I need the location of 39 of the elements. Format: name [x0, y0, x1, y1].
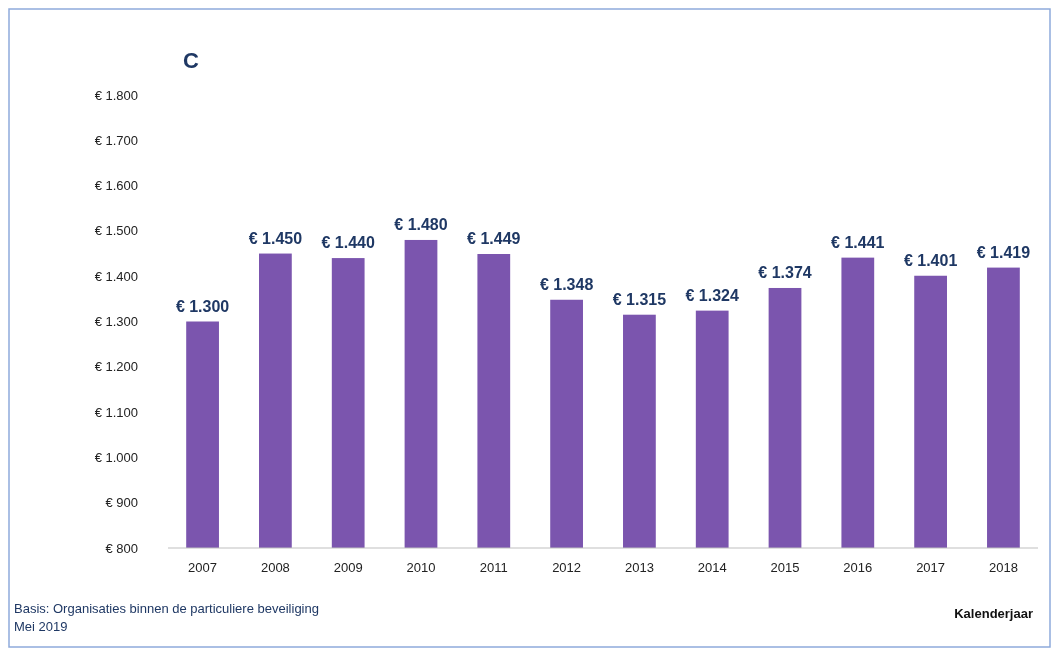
text: Mei 2019: [14, 619, 68, 634]
data-label: € 1.450: [248, 229, 303, 247]
text: Basis: Organisaties binnen de particuliere beveiliging: [14, 601, 319, 616]
y-tick-label: € 1.700: [94, 132, 138, 148]
x-tick-label: 2016: [843, 560, 873, 575]
y-tick-label: € 800: [105, 540, 138, 556]
x-tick-label: 2014: [697, 560, 727, 575]
x-tick-label: 2007: [188, 560, 218, 575]
data-label: € 1.441: [831, 233, 885, 251]
data-label: € 1.315: [612, 290, 667, 308]
y-tick-label: € 1.100: [94, 404, 138, 420]
y-tick-label: € 1.000: [94, 449, 138, 465]
y-tick-label: € 900: [105, 495, 138, 511]
data-label: € 1.440: [321, 234, 375, 252]
x-tick-label: 2015: [770, 560, 800, 575]
x-tick-label: 2017: [916, 560, 946, 575]
data-label: € 1.419: [976, 243, 1031, 261]
y-tick-label: € 1.500: [94, 223, 138, 239]
x-tick-label: 2008: [260, 560, 290, 575]
x-tick-label: 2010: [406, 560, 436, 575]
data-label: € 1.348: [539, 275, 594, 293]
y-tick-label: € 1.600: [94, 178, 138, 194]
x-tick-label: 2018: [988, 560, 1018, 575]
x-tick-label: 2009: [333, 560, 363, 575]
y-tick-label: € 1.300: [94, 314, 138, 330]
x-tick-label: 2012: [552, 560, 582, 575]
y-tick-label: € 1.200: [94, 359, 138, 375]
x-tick-label: 2011: [479, 560, 508, 575]
x-tick-label: 2013: [624, 560, 654, 575]
data-label: € 1.449: [467, 230, 521, 247]
data-label: € 1.324: [685, 286, 739, 304]
chart-title: C: [183, 48, 199, 73]
data-label: € 1.480: [394, 215, 448, 233]
x-axis-title: Kalenderjaar: [954, 606, 1033, 621]
data-label: € 1.401: [903, 251, 958, 269]
y-tick-label: € 1.400: [94, 268, 138, 284]
y-tick-label: € 1.800: [94, 87, 138, 103]
data-label: € 1.300: [175, 297, 230, 315]
data-label: € 1.374: [758, 263, 812, 281]
